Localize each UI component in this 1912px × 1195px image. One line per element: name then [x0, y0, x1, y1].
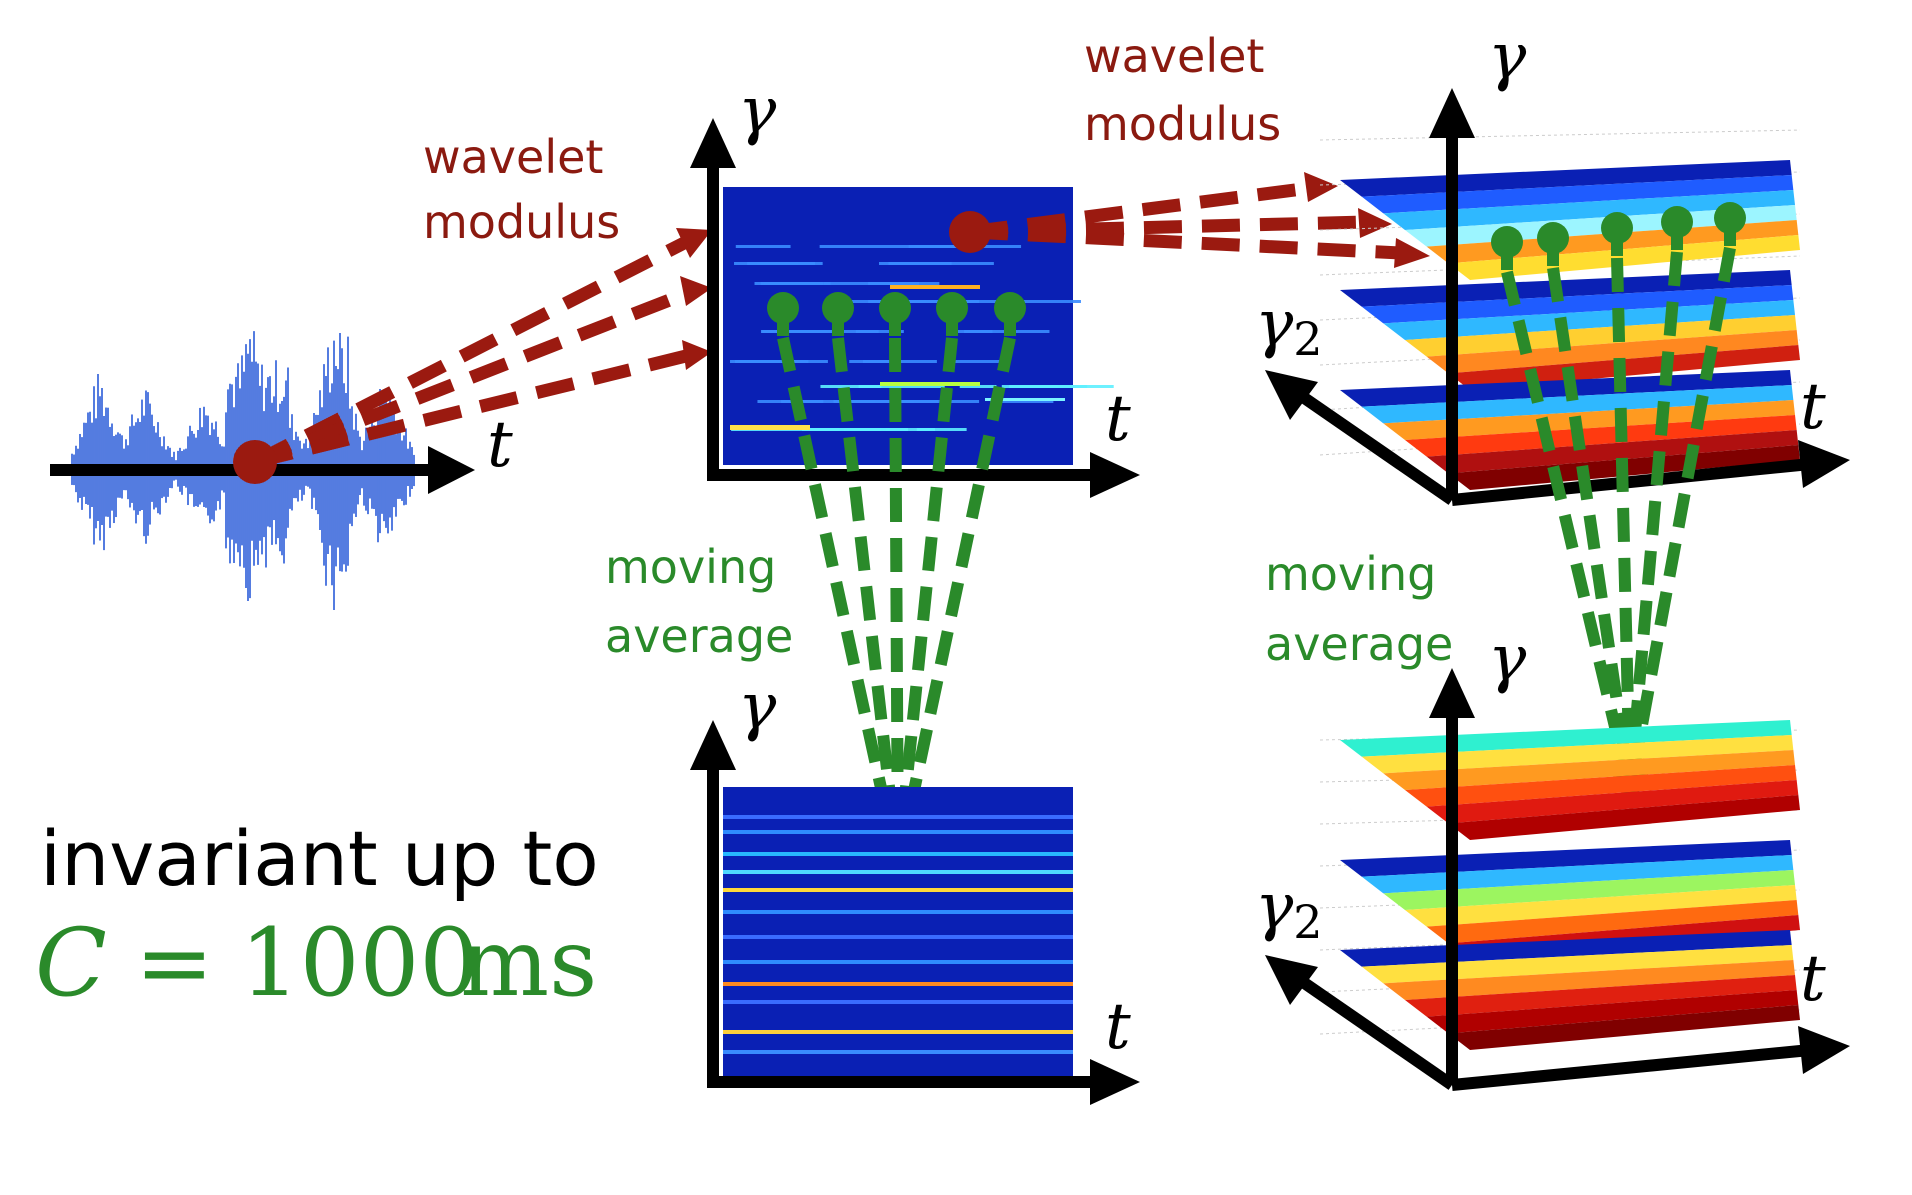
averaged-t-label: t [1105, 990, 1131, 1064]
svg-text:C: C [35, 909, 107, 1018]
stack-axes-1 [1265, 88, 1850, 506]
wavelet-arrows-2 [969, 181, 1401, 260]
stack-gamma-label: γ [1488, 20, 1527, 94]
moving-label-2: moving [1265, 547, 1436, 601]
svg-text:ms: ms [460, 909, 597, 1018]
scalogram-averaged [723, 787, 1073, 1077]
wavelet-arrows-1 [252, 234, 693, 469]
stack2-t-label: t [1800, 942, 1826, 1016]
scattering-3d-averaged [1319, 720, 1801, 1050]
averaged-axes [690, 720, 1140, 1105]
average-label-1: average [605, 609, 793, 663]
modulus-label-1: modulus [423, 195, 620, 249]
svg-text:=: = [135, 909, 214, 1018]
average-label-2: average [1265, 617, 1453, 671]
scalogram-axes [690, 118, 1140, 498]
wavelet-source-dot-2 [949, 211, 991, 253]
svg-text:1000: 1000 [240, 909, 479, 1018]
scattering-3d-stack [1319, 129, 1801, 490]
scalogram-gamma-label: γ [738, 74, 777, 148]
stack-axes-2 [1265, 668, 1850, 1091]
moving-label-1: moving [605, 540, 776, 594]
duration-formula: C = 1000 ms [35, 909, 597, 1018]
stack-gamma2-label: γ2 [1255, 287, 1323, 366]
averaged-gamma-label: γ [738, 670, 777, 744]
wavelet-label-2: wavelet [1084, 29, 1264, 83]
wavelet-source-dot-1 [233, 440, 277, 484]
stack-t-label: t [1800, 370, 1826, 444]
modulus-label-2: modulus [1084, 97, 1281, 151]
stack2-gamma2-label: γ2 [1255, 870, 1323, 949]
invariant-text: invariant up to [40, 814, 599, 903]
stack2-gamma-label: γ [1488, 622, 1527, 696]
wavelet-arrowheads-2 [1304, 172, 1430, 268]
waveform-t-label: t [487, 408, 513, 482]
averaging-points-1 [767, 292, 1026, 336]
wavelet-arrowheads-1 [676, 228, 712, 370]
wavelet-label-1: wavelet [423, 130, 603, 184]
averaging-points-2 [1491, 202, 1746, 270]
scalogram-t-label: t [1105, 382, 1131, 456]
